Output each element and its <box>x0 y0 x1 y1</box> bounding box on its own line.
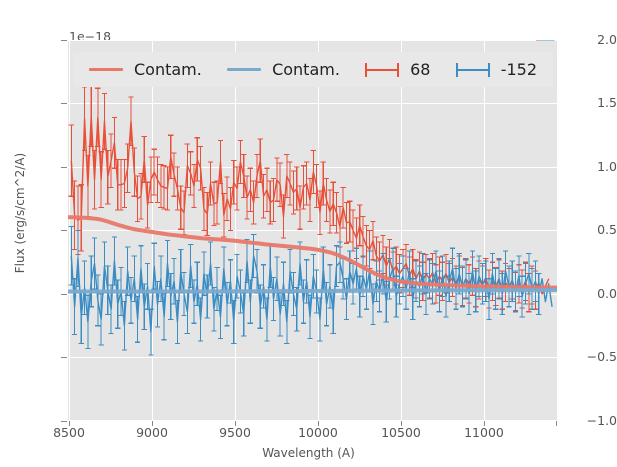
errorbar-icon-blue <box>455 62 490 77</box>
legend-entry-contam-red: Contam. <box>89 60 202 79</box>
x-tick-mark <box>556 421 557 426</box>
y-tick-label: 1.0 <box>597 159 617 174</box>
y-tick-label: 0.0 <box>597 286 617 301</box>
series-contam-red <box>68 215 557 290</box>
legend-entry-spectrum-neg152: -152 <box>455 60 537 79</box>
legend-line-swatch-blue <box>227 68 262 71</box>
errorbar-icon-red <box>365 62 400 77</box>
legend-label: Contam. <box>134 60 202 79</box>
x-axis-title: Wavelength (A) <box>262 446 355 460</box>
legend: Contam. Contam. 68 -152 <box>73 52 553 87</box>
y-tick-mark <box>61 40 67 41</box>
x-tick-label: 10500 <box>381 425 421 440</box>
legend-label: Contam. <box>272 60 340 79</box>
y-tick-mark <box>61 294 67 295</box>
y-tick-mark <box>61 421 67 422</box>
gridline-horizontal <box>68 103 557 104</box>
legend-line-swatch-red <box>89 68 123 71</box>
spectra-series-layer <box>68 40 557 356</box>
y-tick-label: 0.5 <box>597 222 617 237</box>
x-tick-mark <box>318 421 319 426</box>
x-tick-label: 8500 <box>53 425 85 440</box>
x-tick-mark <box>401 421 402 426</box>
y-axis-title: Flux (erg/s/cm^2/A) <box>13 152 27 274</box>
y-tick-label: 1.5 <box>597 95 617 110</box>
gridline-horizontal <box>68 357 557 358</box>
y-tick-mark <box>61 103 67 104</box>
y-tick-mark <box>61 230 67 231</box>
x-tick-label: 11000 <box>464 425 504 440</box>
x-tick-mark <box>484 421 485 426</box>
x-tick-mark <box>152 421 153 426</box>
series-contam-blue <box>68 287 557 294</box>
gridline-horizontal <box>68 230 557 231</box>
y-tick-label: −1.0 <box>586 413 617 428</box>
legend-entry-spectrum-68: 68 <box>365 60 430 79</box>
x-tick-mark <box>235 421 236 426</box>
legend-label: -152 <box>500 60 537 79</box>
gridline-horizontal <box>68 40 557 41</box>
y-tick-label: −0.5 <box>586 349 617 364</box>
legend-entry-contam-blue: Contam. <box>227 60 340 79</box>
x-tick-mark <box>69 421 70 426</box>
x-tick-label: 9000 <box>136 425 168 440</box>
gridline-horizontal <box>68 167 557 168</box>
y-tick-mark <box>61 167 67 168</box>
y-tick-mark <box>61 357 67 358</box>
y-tick-label: 2.0 <box>597 32 617 47</box>
series-152 <box>68 40 555 356</box>
gridline-horizontal <box>68 420 557 421</box>
legend-label: 68 <box>410 60 431 79</box>
plot-area <box>68 40 557 421</box>
x-tick-label: 9500 <box>219 425 251 440</box>
x-tick-label: 10000 <box>298 425 338 440</box>
error-bars <box>68 40 555 356</box>
